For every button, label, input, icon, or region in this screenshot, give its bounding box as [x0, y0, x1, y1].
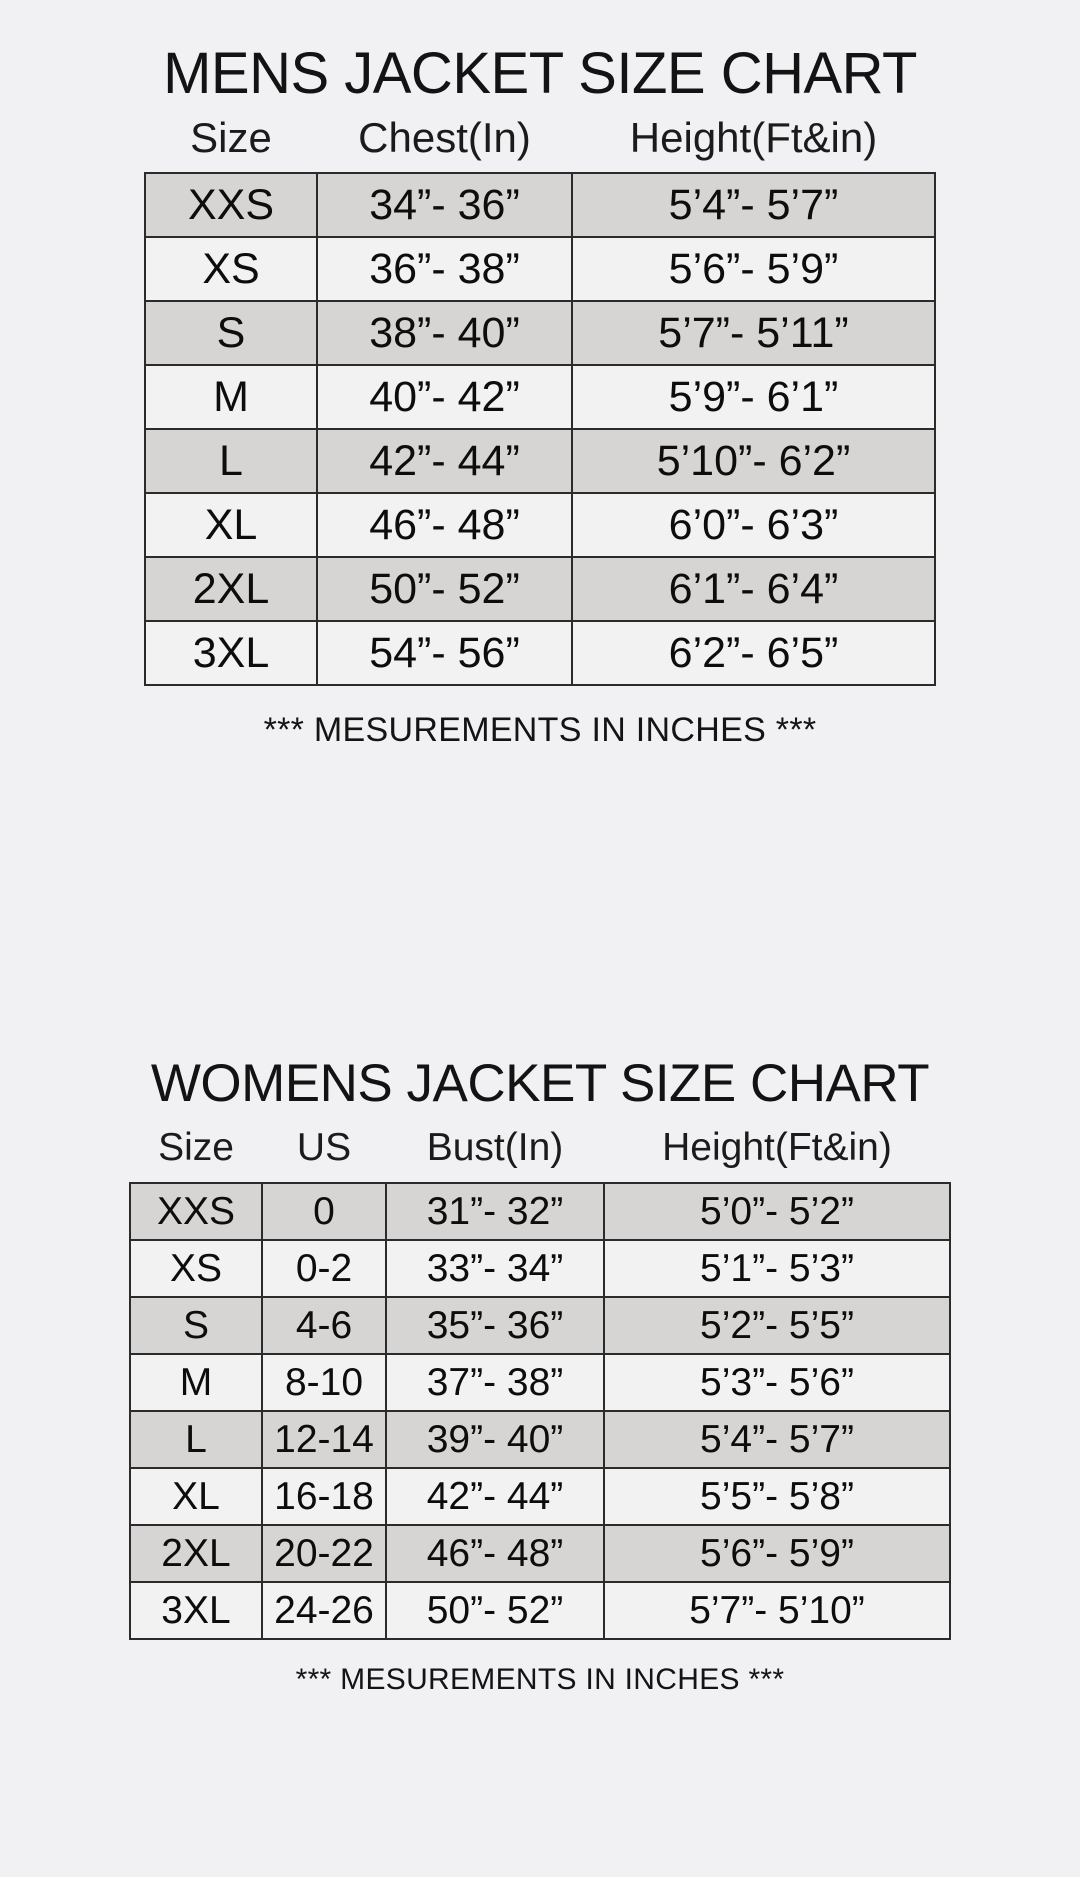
table-row: 2XL 20-22 46”- 48” 5’6”- 5’9”	[129, 1524, 951, 1583]
cell-size: XXS	[129, 1182, 263, 1241]
cell-us: 4-6	[261, 1296, 387, 1355]
cell-size: S	[144, 300, 318, 366]
mens-header-size: Size	[190, 114, 272, 161]
mens-header-row: Size Chest(In) Height(Ft&in)	[145, 110, 935, 173]
cell-bust: 33”- 34”	[385, 1239, 605, 1298]
cell-chest: 46”- 48”	[316, 492, 573, 558]
cell-size: XL	[129, 1467, 263, 1526]
cell-size: XS	[144, 236, 318, 302]
womens-size-chart-section: WOMENS JACKET SIZE CHART Size US Bust(In…	[0, 1050, 1080, 1702]
cell-chest: 42”- 44”	[316, 428, 573, 494]
table-row: XL 16-18 42”- 44” 5’5”- 5’8”	[129, 1467, 951, 1526]
cell-size: XXS	[144, 172, 318, 238]
womens-header-size: Size	[158, 1126, 234, 1169]
cell-size: 2XL	[144, 556, 318, 622]
cell-bust: 50”- 52”	[385, 1581, 605, 1640]
cell-chest: 36”- 38”	[316, 236, 573, 302]
table-row: 3XL 24-26 50”- 52” 5’7”- 5’10”	[129, 1581, 951, 1640]
womens-table-body: XXS 0 31”- 32” 5’0”- 5’2” XS 0-2 33”- 34…	[129, 1182, 951, 1640]
mens-header-height: Height(Ft&in)	[629, 114, 878, 161]
cell-height: 5’10”- 6’2”	[571, 428, 936, 494]
cell-bust: 42”- 44”	[385, 1467, 605, 1526]
cell-height: 6’0”- 6’3”	[571, 492, 936, 558]
cell-height: 5’7”- 5’11”	[571, 300, 936, 366]
cell-height: 5’2”- 5’5”	[603, 1296, 951, 1355]
mens-size-table: Size Chest(In) Height(Ft&in) XXS 34”- 36…	[144, 110, 936, 686]
womens-table-head: Size US Bust(In) Height(Ft&in)	[130, 1120, 950, 1183]
mens-size-chart-section: MENS JACKET SIZE CHART Size Chest(In) He…	[0, 40, 1080, 752]
cell-size: M	[129, 1353, 263, 1412]
cell-us: 24-26	[261, 1581, 387, 1640]
cell-height: 5’4”- 5’7”	[571, 172, 936, 238]
cell-bust: 46”- 48”	[385, 1524, 605, 1583]
mens-table-body: XXS 34”- 36” 5’4”- 5’7” XS 36”- 38” 5’6”…	[144, 172, 936, 686]
table-row: L 12-14 39”- 40” 5’4”- 5’7”	[129, 1410, 951, 1469]
table-row: 2XL 50”- 52” 6’1”- 6’4”	[144, 556, 936, 622]
cell-height: 5’9”- 6’1”	[571, 364, 936, 430]
cell-height: 6’2”- 6’5”	[571, 620, 936, 686]
cell-chest: 40”- 42”	[316, 364, 573, 430]
womens-header-height: Height(Ft&in)	[662, 1126, 892, 1169]
cell-bust: 37”- 38”	[385, 1353, 605, 1412]
cell-us: 20-22	[261, 1524, 387, 1583]
womens-measurements-footnote: *** MESUREMENTS IN INCHES ***	[295, 1663, 785, 1696]
cell-size: 3XL	[129, 1581, 263, 1640]
mens-measurements-footnote: *** MESUREMENTS IN INCHES ***	[263, 711, 817, 749]
table-row: XXS 0 31”- 32” 5’0”- 5’2”	[129, 1182, 951, 1241]
table-row: S 4-6 35”- 36” 5’2”- 5’5”	[129, 1296, 951, 1355]
mens-header-chest: Chest(In)	[358, 114, 531, 161]
mens-table-head: Size Chest(In) Height(Ft&in)	[145, 110, 935, 173]
cell-height: 5’7”- 5’10”	[603, 1581, 951, 1640]
womens-header-bust: Bust(In)	[426, 1126, 564, 1169]
cell-size: 3XL	[144, 620, 318, 686]
cell-size: XS	[129, 1239, 263, 1298]
cell-height: 5’4”- 5’7”	[603, 1410, 951, 1469]
womens-chart-title: WOMENS JACKET SIZE CHART	[150, 1054, 930, 1113]
womens-size-table: Size US Bust(In) Height(Ft&in) XXS 0 31”…	[129, 1120, 951, 1640]
cell-chest: 50”- 52”	[316, 556, 573, 622]
cell-height: 5’0”- 5’2”	[603, 1182, 951, 1241]
cell-chest: 54”- 56”	[316, 620, 573, 686]
cell-height: 5’5”- 5’8”	[603, 1467, 951, 1526]
cell-height: 5’6”- 5’9”	[571, 236, 936, 302]
cell-height: 5’1”- 5’3”	[603, 1239, 951, 1298]
womens-header-row: Size US Bust(In) Height(Ft&in)	[130, 1120, 950, 1183]
womens-header-us: US	[296, 1126, 352, 1169]
cell-us: 12-14	[261, 1410, 387, 1469]
cell-size: S	[129, 1296, 263, 1355]
cell-size: L	[144, 428, 318, 494]
cell-chest: 38”- 40”	[316, 300, 573, 366]
cell-height: 5’3”- 5’6”	[603, 1353, 951, 1412]
cell-us: 0	[261, 1182, 387, 1241]
cell-height: 6’1”- 6’4”	[571, 556, 936, 622]
cell-us: 8-10	[261, 1353, 387, 1412]
table-row: XL 46”- 48” 6’0”- 6’3”	[144, 492, 936, 558]
table-row: S 38”- 40” 5’7”- 5’11”	[144, 300, 936, 366]
cell-us: 0-2	[261, 1239, 387, 1298]
table-row: XS 0-2 33”- 34” 5’1”- 5’3”	[129, 1239, 951, 1298]
table-row: M 40”- 42” 5’9”- 6’1”	[144, 364, 936, 430]
table-row: 3XL 54”- 56” 6’2”- 6’5”	[144, 620, 936, 686]
cell-us: 16-18	[261, 1467, 387, 1526]
table-row: M 8-10 37”- 38” 5’3”- 5’6”	[129, 1353, 951, 1412]
cell-size: XL	[144, 492, 318, 558]
cell-bust: 31”- 32”	[385, 1182, 605, 1241]
cell-size: 2XL	[129, 1524, 263, 1583]
table-row: L 42”- 44” 5’10”- 6’2”	[144, 428, 936, 494]
cell-chest: 34”- 36”	[316, 172, 573, 238]
table-row: XS 36”- 38” 5’6”- 5’9”	[144, 236, 936, 302]
table-row: XXS 34”- 36” 5’4”- 5’7”	[144, 172, 936, 238]
mens-chart-title: MENS JACKET SIZE CHART	[163, 41, 917, 106]
cell-size: L	[129, 1410, 263, 1469]
cell-bust: 35”- 36”	[385, 1296, 605, 1355]
cell-height: 5’6”- 5’9”	[603, 1524, 951, 1583]
cell-bust: 39”- 40”	[385, 1410, 605, 1469]
cell-size: M	[144, 364, 318, 430]
